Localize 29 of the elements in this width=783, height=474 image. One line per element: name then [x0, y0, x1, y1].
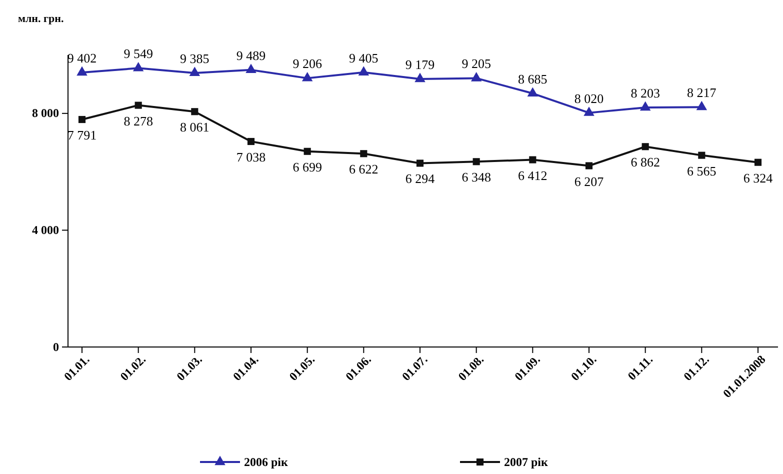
data-label: 8 685: [518, 71, 548, 86]
data-label: 8 217: [687, 85, 717, 100]
data-label: 8 061: [180, 120, 210, 135]
y-tick-label: 0: [53, 340, 59, 354]
data-label: 6 324: [743, 170, 774, 186]
y-tick-label: 8 000: [32, 106, 59, 120]
data-label: 9 405: [349, 50, 378, 66]
data-label: 6 207: [574, 174, 604, 189]
data-label: 6 348: [462, 170, 491, 185]
data-label: 6 622: [349, 162, 378, 177]
data-label: 7 038: [236, 149, 266, 164]
data-label: 8 020: [574, 90, 604, 106]
data-label: 6 862: [630, 154, 660, 170]
y-axis-title: млн. грн.: [18, 13, 64, 25]
y-tick-label: 4 000: [32, 223, 59, 238]
data-label: 9 385: [180, 50, 210, 66]
data-label: 9 206: [292, 56, 322, 72]
data-label: 9 205: [462, 56, 491, 72]
data-label: 8 203: [630, 85, 660, 100]
legend-label: 2007 рік: [504, 455, 548, 469]
data-label: 6 412: [518, 168, 548, 183]
data-label: 9 489: [236, 48, 266, 63]
legend-label: 2006 рік: [244, 455, 288, 469]
data-label: 8 278: [124, 113, 153, 128]
data-label: 9 549: [124, 46, 153, 62]
data-label: 9 179: [405, 56, 435, 72]
data-label: 6 294: [405, 171, 436, 186]
data-label: 6 699: [292, 159, 322, 174]
data-label: 6 565: [687, 163, 716, 178]
